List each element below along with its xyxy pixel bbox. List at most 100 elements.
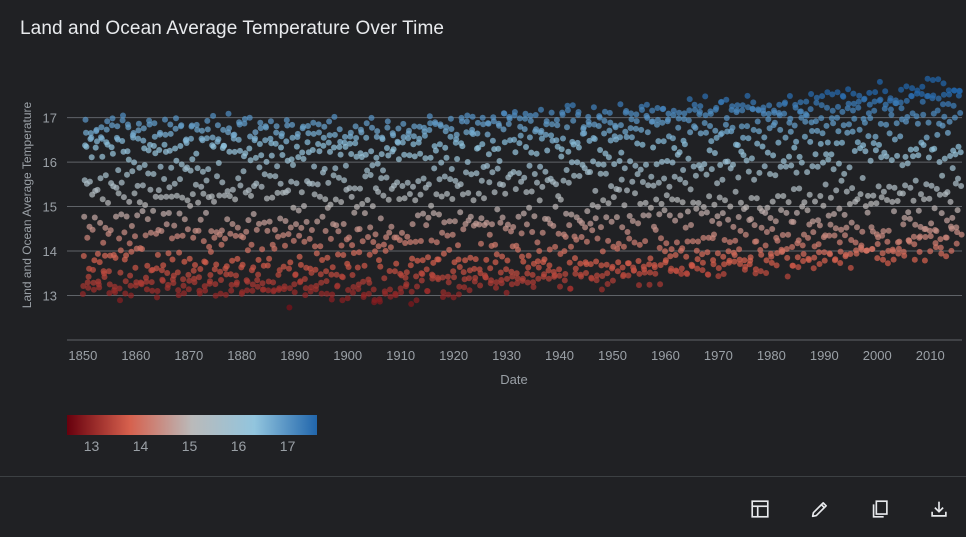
- data-point: [800, 251, 807, 257]
- data-point: [365, 290, 372, 297]
- data-point: [150, 207, 157, 214]
- data-point: [204, 126, 211, 133]
- data-point: [473, 170, 480, 177]
- data-point: [635, 258, 642, 264]
- y-tick-label: 15: [43, 200, 57, 215]
- data-point: [564, 102, 571, 109]
- data-point: [784, 273, 791, 280]
- data-point: [552, 243, 559, 250]
- data-point: [372, 231, 379, 238]
- data-point: [821, 249, 828, 256]
- data-point: [545, 267, 552, 274]
- download-button[interactable]: [927, 497, 951, 521]
- data-point: [237, 182, 244, 189]
- data-point: [154, 288, 161, 294]
- data-point: [185, 271, 192, 278]
- data-point: [523, 189, 530, 196]
- data-point: [279, 152, 286, 158]
- color-legend: 13 14 15 16 17: [67, 415, 317, 454]
- data-point: [541, 271, 548, 278]
- data-point: [411, 153, 418, 160]
- data-point: [706, 147, 713, 154]
- data-point: [234, 255, 241, 262]
- data-point: [380, 167, 386, 174]
- data-point: [248, 192, 254, 199]
- data-point: [838, 177, 845, 184]
- data-point: [814, 127, 821, 134]
- data-point: [902, 182, 909, 189]
- data-point: [493, 284, 499, 291]
- data-point: [846, 164, 853, 171]
- data-point: [579, 220, 585, 226]
- data-point: [431, 143, 438, 150]
- data-point: [870, 140, 877, 147]
- data-point: [254, 283, 261, 290]
- data-point: [262, 137, 269, 144]
- data-point: [326, 118, 333, 125]
- data-point: [361, 210, 368, 217]
- data-point: [433, 191, 440, 198]
- data-point: [407, 239, 414, 246]
- data-point: [798, 159, 805, 166]
- data-point: [217, 290, 224, 297]
- data-point: [289, 121, 296, 128]
- data-point: [430, 259, 437, 266]
- data-point: [530, 279, 536, 286]
- data-point: [386, 229, 393, 236]
- data-point: [276, 267, 283, 274]
- data-point: [682, 224, 689, 231]
- copy-button[interactable]: [868, 497, 892, 521]
- data-point: [221, 142, 228, 149]
- data-point: [785, 199, 792, 206]
- data-point: [702, 93, 709, 100]
- data-point: [197, 266, 204, 272]
- data-point: [708, 138, 715, 145]
- data-point: [789, 244, 796, 250]
- data-point: [271, 226, 278, 233]
- data-point: [181, 290, 187, 297]
- data-point: [444, 190, 450, 197]
- data-point: [560, 135, 566, 142]
- data-point: [431, 165, 438, 172]
- data-point: [816, 249, 822, 256]
- data-point: [385, 152, 392, 159]
- data-point: [416, 135, 423, 142]
- data-point: [739, 102, 746, 109]
- data-point: [203, 177, 210, 184]
- data-point: [887, 106, 894, 113]
- data-point: [639, 179, 646, 185]
- edit-button[interactable]: [808, 497, 832, 521]
- data-point: [645, 182, 652, 189]
- x-tick-label: 1850: [68, 348, 97, 363]
- data-point: [583, 270, 589, 276]
- data-point: [774, 237, 781, 244]
- data-point: [319, 257, 326, 263]
- data-point: [336, 144, 343, 150]
- data-point: [407, 262, 414, 269]
- table-view-button[interactable]: [748, 497, 772, 521]
- data-point: [819, 93, 826, 100]
- data-point: [915, 152, 922, 159]
- data-point: [218, 277, 224, 283]
- data-point: [565, 148, 572, 155]
- data-point: [666, 183, 673, 190]
- data-point: [768, 253, 775, 260]
- data-point: [661, 207, 668, 214]
- data-point: [524, 270, 531, 277]
- data-point: [267, 118, 274, 125]
- data-point: [112, 254, 119, 261]
- data-point: [489, 137, 496, 144]
- data-point: [340, 221, 347, 227]
- data-point: [940, 91, 947, 98]
- data-point: [529, 229, 536, 235]
- data-point: [257, 119, 264, 126]
- data-point: [447, 133, 454, 140]
- data-point: [323, 278, 330, 285]
- data-point: [930, 92, 937, 99]
- data-point: [515, 213, 522, 220]
- data-point: [587, 169, 593, 175]
- data-point: [301, 238, 308, 245]
- data-point: [244, 278, 251, 285]
- data-point: [508, 268, 515, 275]
- data-point: [817, 140, 824, 147]
